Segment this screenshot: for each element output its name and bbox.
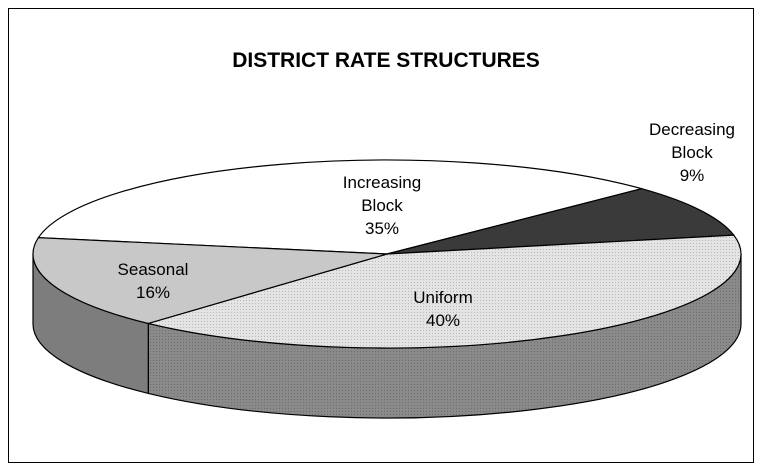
pie-tops xyxy=(32,159,742,349)
slice-value-label-2: 40% xyxy=(426,311,460,330)
pie-slice-3 xyxy=(32,237,388,325)
slice-label-2: Uniform xyxy=(413,288,473,307)
pie-labels: Increasing Block 35% Decreasing Block 9% Unifo… xyxy=(118,120,735,330)
pie-slice-1 xyxy=(386,188,735,255)
pie-slice-0 xyxy=(37,159,644,255)
slice-label-0: Block xyxy=(361,196,403,215)
slice-label-1: Decreasing xyxy=(649,120,735,139)
pie-slice-2 xyxy=(145,234,742,349)
slice-value-label-0: 35% xyxy=(365,219,399,238)
chart-title: DISTRICT RATE STRUCTURES xyxy=(232,49,540,72)
slice-value-label-1: 9% xyxy=(680,166,705,185)
slice-value-label-3: 16% xyxy=(136,283,170,302)
slice-label-1: Block xyxy=(671,143,713,162)
slice-label-3: Seasonal xyxy=(118,260,189,279)
slice-label-0: Increasing xyxy=(343,173,421,192)
